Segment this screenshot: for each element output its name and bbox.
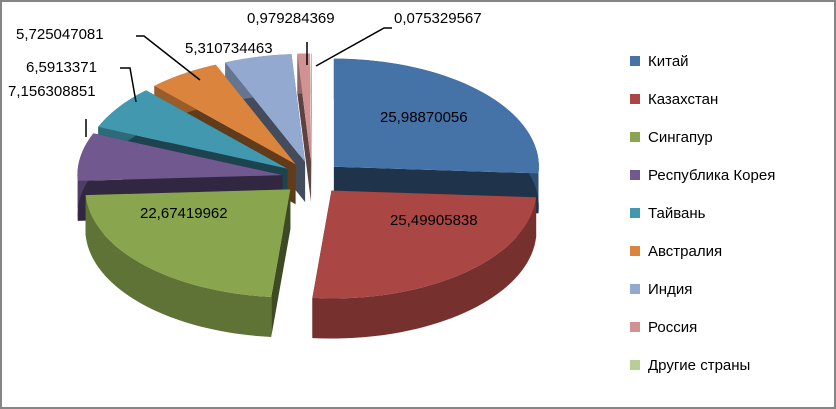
legend-item: Индия (630, 270, 775, 308)
legend-swatch (630, 246, 640, 256)
legend-label: Китай (648, 52, 689, 70)
data-label-korea: 7,156308851 (8, 83, 96, 100)
leader-lines (85, 27, 392, 137)
legend-item: Сингапур (630, 118, 775, 156)
slice-top (310, 53, 312, 162)
slice-outer-wall (312, 197, 537, 339)
slice-top (154, 64, 296, 165)
data-label-taiwan: 6,5913371 (26, 59, 97, 76)
slice-top (98, 90, 288, 169)
pie-slice-1 (312, 190, 537, 339)
slice-top (333, 58, 539, 174)
legend-label: Казахстан (648, 90, 719, 108)
slice-top (85, 189, 291, 297)
legend-label: Сингапур (648, 128, 713, 146)
pie-slice-2 (85, 189, 291, 337)
legend-item: Китай (630, 42, 775, 80)
legend-swatch (630, 360, 640, 370)
data-label-india: 5,310734463 (185, 40, 273, 57)
data-label-singapore: 22,67419962 (140, 205, 228, 222)
legend-swatch (630, 284, 640, 294)
data-label-other: 0,075329567 (394, 10, 482, 27)
legend-label: Другие страны (648, 356, 751, 374)
slice-top (77, 133, 283, 181)
legend-item: Тайвань (630, 194, 775, 232)
leader-line-other (315, 27, 392, 67)
legend-swatch (630, 170, 640, 180)
legend-label: Тайвань (648, 204, 706, 222)
data-label-china: 25,98870056 (380, 109, 468, 126)
pie-slice-8 (310, 53, 312, 202)
legend-item: Австралия (630, 232, 775, 270)
data-label-kazakhstan: 25,49905838 (390, 212, 478, 229)
legend-label: Индия (648, 280, 693, 298)
legend: Китай Казахстан Сингапур Республика Коре… (630, 42, 775, 384)
legend-swatch (630, 322, 640, 332)
legend-item: Россия (630, 308, 775, 346)
legend-label: Россия (648, 318, 698, 336)
legend-swatch (630, 94, 640, 104)
slice-top (297, 53, 311, 162)
legend-item: Казахстан (630, 80, 775, 118)
legend-swatch (630, 132, 640, 142)
leader-line-australia (136, 35, 201, 81)
leader-line-taiwan (120, 67, 137, 103)
data-label-russia: 0,979284369 (247, 10, 335, 27)
legend-swatch (630, 208, 640, 218)
data-label-australia: 5,725047081 (16, 26, 104, 43)
legend-item: Другие страны (630, 346, 775, 384)
slice-outer-wall (85, 195, 272, 337)
legend-swatch (630, 56, 640, 66)
pie-slice-0 (333, 58, 539, 214)
legend-item: Республика Корея (630, 156, 775, 194)
legend-label: Республика Корея (648, 166, 776, 184)
legend-label: Австралия (648, 242, 723, 260)
slice-top (312, 190, 537, 299)
slice-top (225, 54, 306, 162)
